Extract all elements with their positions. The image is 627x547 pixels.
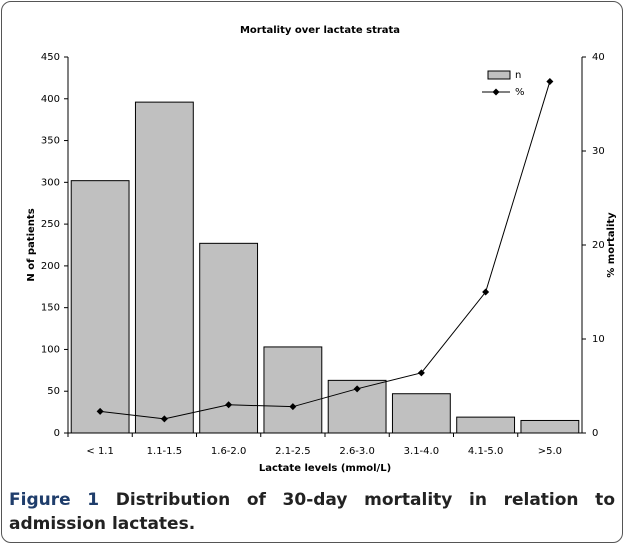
y2-tick-label: 30 <box>592 146 605 157</box>
marker <box>353 385 361 393</box>
legend-marker <box>492 88 500 96</box>
chart-title: Mortality over lactate strata <box>240 25 400 36</box>
y-axis-label: N of patients <box>26 208 37 281</box>
y-tick-label: 150 <box>41 303 60 314</box>
caption: Figure 1 Distribution of 30-day mortalit… <box>9 488 615 536</box>
legend-label: n <box>515 70 521 81</box>
x-tick-label: 1.1-1.5 <box>147 446 182 457</box>
x-tick-label: 1.6-2.0 <box>211 446 246 457</box>
x-tick-label: 3.1-4.0 <box>404 446 439 457</box>
y-tick-label: 400 <box>41 94 60 105</box>
bar <box>520 419 580 434</box>
y2-axis-label: % mortality <box>606 212 617 278</box>
y2-tick-label: 10 <box>592 334 605 345</box>
caption-label: Figure 1 <box>9 490 100 510</box>
y-tick-label: 0 <box>54 428 60 439</box>
marker <box>417 369 425 377</box>
y-tick-label: 200 <box>41 261 60 272</box>
y-tick-label: 350 <box>41 136 60 147</box>
chart: Mortality over lactate strata Lactate le… <box>26 25 617 474</box>
marker <box>289 403 297 411</box>
marker <box>160 415 168 423</box>
y2-tick-label: 20 <box>592 240 605 251</box>
x-tick-label: < 1.1 <box>86 446 113 457</box>
line <box>100 81 551 420</box>
marker <box>225 401 233 409</box>
legend-swatch <box>487 70 511 80</box>
bar <box>391 393 451 434</box>
y2-tick-label: 0 <box>592 428 598 439</box>
y2-tick-label: 40 <box>592 52 605 63</box>
x-tick-label: 4.1-5.0 <box>468 446 503 457</box>
bar <box>134 101 194 434</box>
x-tick-label: 2.1-2.5 <box>275 446 310 457</box>
y-tick-label: 300 <box>41 177 60 188</box>
x-tick-label: 2.6-3.0 <box>339 446 374 457</box>
y-tick-label: 250 <box>41 219 60 230</box>
marker <box>482 288 490 296</box>
x-axis-label: Lactate levels (mmol/L) <box>259 463 391 474</box>
y-tick-label: 50 <box>47 386 60 397</box>
marker <box>96 407 104 415</box>
x-tick-label: >5.0 <box>538 446 562 457</box>
bar <box>70 180 130 434</box>
marker <box>546 77 554 85</box>
y-tick-label: 450 <box>41 52 60 63</box>
bar <box>456 416 516 434</box>
caption-text: Distribution of 30-day mortality in rela… <box>9 490 615 534</box>
legend-label: % <box>515 87 525 98</box>
y-tick-label: 100 <box>41 344 60 355</box>
bar <box>263 346 323 434</box>
